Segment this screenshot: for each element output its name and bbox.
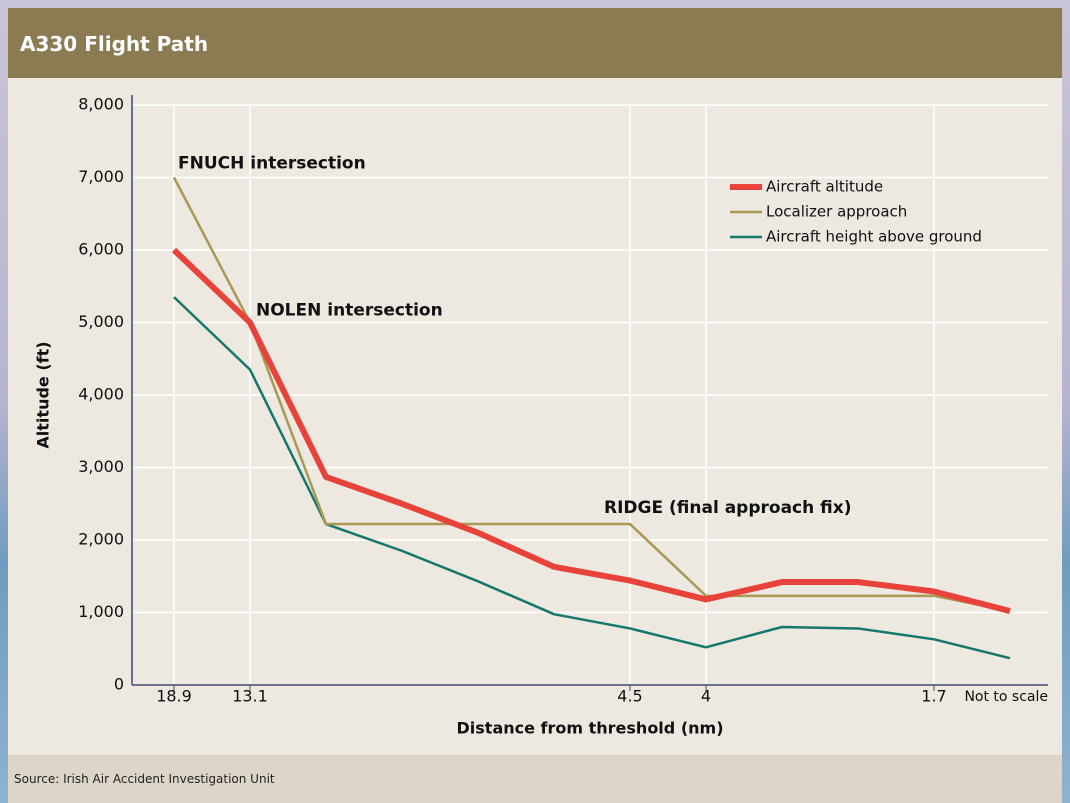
- legend-label: Aircraft height above ground: [766, 228, 982, 246]
- y-tick-label: 4,000: [78, 385, 124, 404]
- chart: Altitude (ft) Distance from threshold (n…: [0, 0, 1070, 803]
- annotation: NOLEN intersection: [256, 301, 443, 321]
- y-tick-label: 2,000: [78, 530, 124, 549]
- legend-label: Localizer approach: [766, 203, 907, 221]
- y-tick-label: 0: [114, 675, 124, 694]
- y-tick-label: 8,000: [78, 95, 124, 114]
- x-tick-label: 18.9: [156, 687, 192, 706]
- y-tick-label: 1,000: [78, 602, 124, 621]
- annotation: FNUCH intersection: [178, 154, 366, 174]
- x-tick-label: 13.1: [232, 687, 268, 706]
- annotation: RIDGE (final approach fix): [604, 498, 851, 518]
- legend-label: Aircraft altitude: [766, 178, 883, 196]
- y-axis-label: Altitude (ft): [34, 341, 53, 448]
- x-axis-label: Distance from threshold (nm): [457, 719, 724, 738]
- x-tick-label: 1.7: [921, 687, 946, 706]
- y-tick-label: 3,000: [78, 457, 124, 476]
- y-tick-label: 5,000: [78, 312, 124, 331]
- y-tick-label: 7,000: [78, 167, 124, 186]
- x-tick-label: 4: [701, 687, 711, 706]
- y-tick-label: 6,000: [78, 240, 124, 259]
- series-line: [174, 297, 1010, 658]
- x-note: Not to scale: [964, 689, 1048, 705]
- x-tick-label: 4.5: [617, 687, 642, 706]
